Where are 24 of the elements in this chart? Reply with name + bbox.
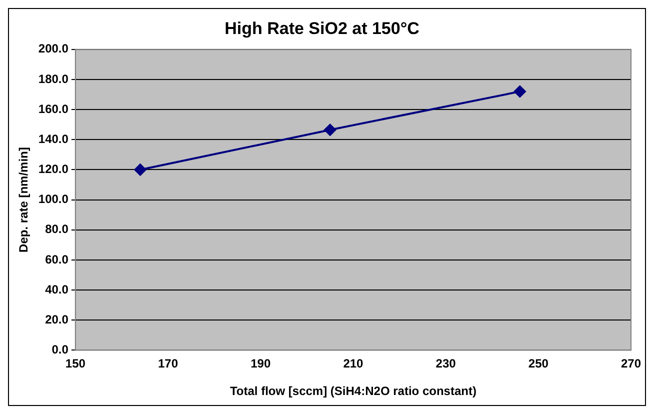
x-tick-label: 250 xyxy=(528,356,549,371)
y-tick-label: 180.0 xyxy=(38,72,69,86)
point xyxy=(324,124,336,136)
y-tick-label: 60.0 xyxy=(45,252,69,266)
y-tick-label: 40.0 xyxy=(45,282,69,296)
y-tick-label: 0.0 xyxy=(52,342,69,357)
y-tick-label: 100.0 xyxy=(38,192,69,206)
y-tick-label: 80.0 xyxy=(45,222,69,236)
point xyxy=(514,86,526,98)
y-tick-label: 140.0 xyxy=(38,132,69,146)
y-tick-label: 160.0 xyxy=(38,102,69,116)
chart-title: High Rate SiO2 at 150°C xyxy=(224,18,420,38)
point xyxy=(134,164,146,176)
x-tick-label: 210 xyxy=(343,356,364,371)
y-axis-title: Dep. rate [nm/min] xyxy=(16,147,31,252)
x-tick-label: 230 xyxy=(436,356,456,371)
x-tick-label: 170 xyxy=(158,356,178,371)
x-tick-label: 150 xyxy=(65,356,86,371)
x-tick-label: 270 xyxy=(620,356,642,371)
y-tick-label: 200.0 xyxy=(38,42,69,56)
y-tick-label: 120.0 xyxy=(38,162,69,176)
x-tick-label: 190 xyxy=(250,356,271,371)
y-tick-label: 20.0 xyxy=(45,312,69,326)
x-axis-title: Total flow [sccm] (SiH4:N2O ratio constant) xyxy=(230,384,476,398)
